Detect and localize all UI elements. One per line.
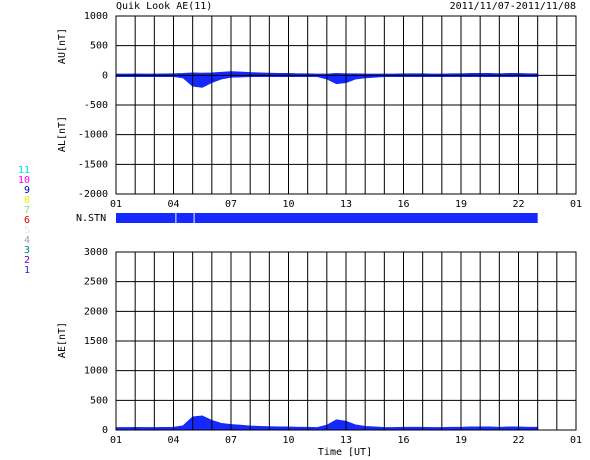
plot-frame — [115, 251, 577, 431]
station-segment — [116, 213, 176, 223]
station-key-label: 4 — [24, 235, 30, 246]
x-tick-label: 13 — [340, 199, 352, 210]
x-tick-label: 16 — [397, 435, 409, 446]
x-tick-label: 01 — [110, 199, 122, 210]
area — [115, 415, 539, 431]
y-axis-label: AE[nT] — [57, 322, 68, 358]
y-tick-label: 1000 — [84, 11, 108, 22]
station-key-label: 11 — [18, 165, 30, 176]
y-axis-label: AU[nT] — [57, 28, 68, 64]
chart-title: Quik Look AE(11) — [116, 1, 212, 12]
x-tick-label: 10 — [282, 435, 294, 446]
x-tick-label: 01 — [570, 199, 582, 210]
y-tick-label: -2000 — [78, 189, 108, 200]
x-tick-label: 22 — [512, 199, 524, 210]
station-segment — [194, 213, 538, 223]
station-key-label: 5 — [24, 225, 30, 236]
x-tick-label: 19 — [455, 199, 467, 210]
area — [115, 74, 539, 88]
x-tick-label: 22 — [512, 435, 524, 446]
x-tick-label: 13 — [340, 435, 352, 446]
station-key-label: 6 — [24, 215, 30, 226]
station-key-label: 2 — [24, 255, 30, 266]
plot-frame — [115, 15, 577, 195]
x-axis-label: Time [UT] — [318, 447, 372, 458]
y-tick-label: 1000 — [84, 366, 108, 377]
station-key-label: 1 — [24, 265, 30, 276]
station-key-label: 7 — [24, 205, 30, 216]
y-tick-label: 500 — [90, 395, 108, 406]
x-tick-label: 04 — [167, 435, 179, 446]
station-key-label: 10 — [18, 175, 30, 186]
y-tick-label: 3000 — [84, 247, 108, 258]
station-bar-label: N.STN — [76, 213, 106, 224]
y-tick-label: 500 — [90, 41, 108, 52]
y-tick-label: -1000 — [78, 130, 108, 141]
x-tick-label: 04 — [167, 199, 179, 210]
y-tick-label: 0 — [102, 425, 108, 436]
y-tick-label: 2000 — [84, 306, 108, 317]
x-tick-label: 10 — [282, 199, 294, 210]
x-tick-label: 19 — [455, 435, 467, 446]
station-key-label: 3 — [24, 245, 30, 256]
y-tick-label: -1500 — [78, 159, 108, 170]
y-tick-label: 1500 — [84, 336, 108, 347]
x-tick-label: 16 — [397, 199, 409, 210]
x-tick-label: 01 — [110, 435, 122, 446]
x-tick-label: 07 — [225, 435, 237, 446]
y-tick-label: 2500 — [84, 277, 108, 288]
date-range: 2011/11/07-2011/11/08 — [450, 1, 576, 12]
y-tick-label: 0 — [102, 70, 108, 81]
y-tick-label: -500 — [84, 100, 108, 111]
station-key-label: 8 — [24, 195, 30, 206]
x-tick-label: 07 — [225, 199, 237, 210]
station-key-label: 9 — [24, 185, 30, 196]
y-axis-label: AL[nT] — [57, 116, 68, 152]
x-tick-label: 01 — [570, 435, 582, 446]
area — [115, 71, 539, 76]
station-segment — [176, 213, 194, 223]
